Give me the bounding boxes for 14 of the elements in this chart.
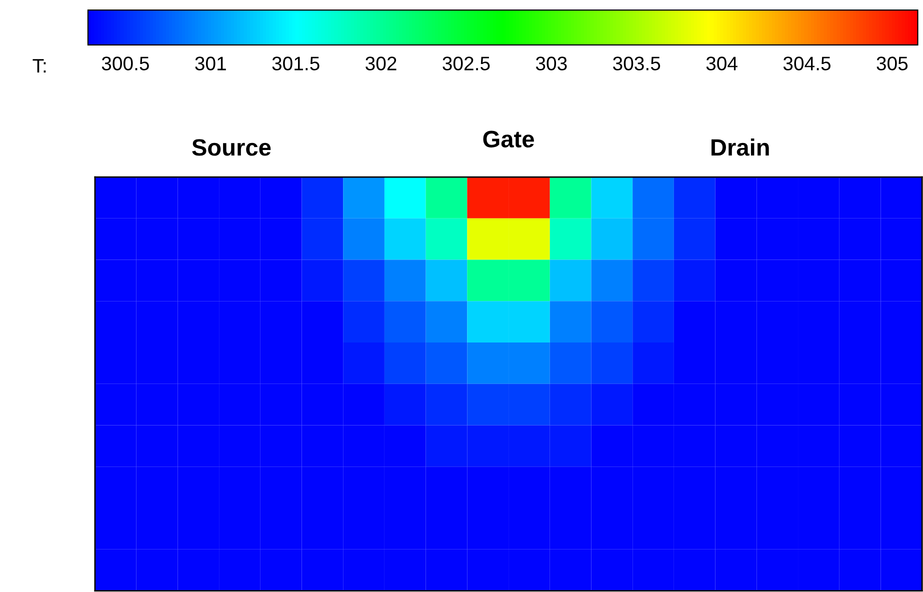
color-bar-title: T: bbox=[32, 59, 46, 73]
color-bar-label: 303 bbox=[536, 56, 567, 70]
text: Drain bbox=[712, 138, 769, 156]
color-bar-label: 304 bbox=[706, 56, 738, 70]
color-bar-label: 305 bbox=[876, 56, 908, 70]
color-bar-label: 300.5 bbox=[102, 56, 149, 70]
color-bar-label: 302.5 bbox=[442, 56, 490, 70]
color-bar-label: 301 bbox=[195, 56, 226, 70]
color-bar-label: 304.5 bbox=[783, 56, 831, 70]
color-bar-label: 302 bbox=[366, 56, 396, 70]
text: Gate bbox=[483, 130, 534, 148]
text: Source bbox=[192, 139, 271, 156]
color-bar-label: 301.5 bbox=[272, 56, 320, 70]
color-bar-label: 303.5 bbox=[613, 56, 660, 70]
